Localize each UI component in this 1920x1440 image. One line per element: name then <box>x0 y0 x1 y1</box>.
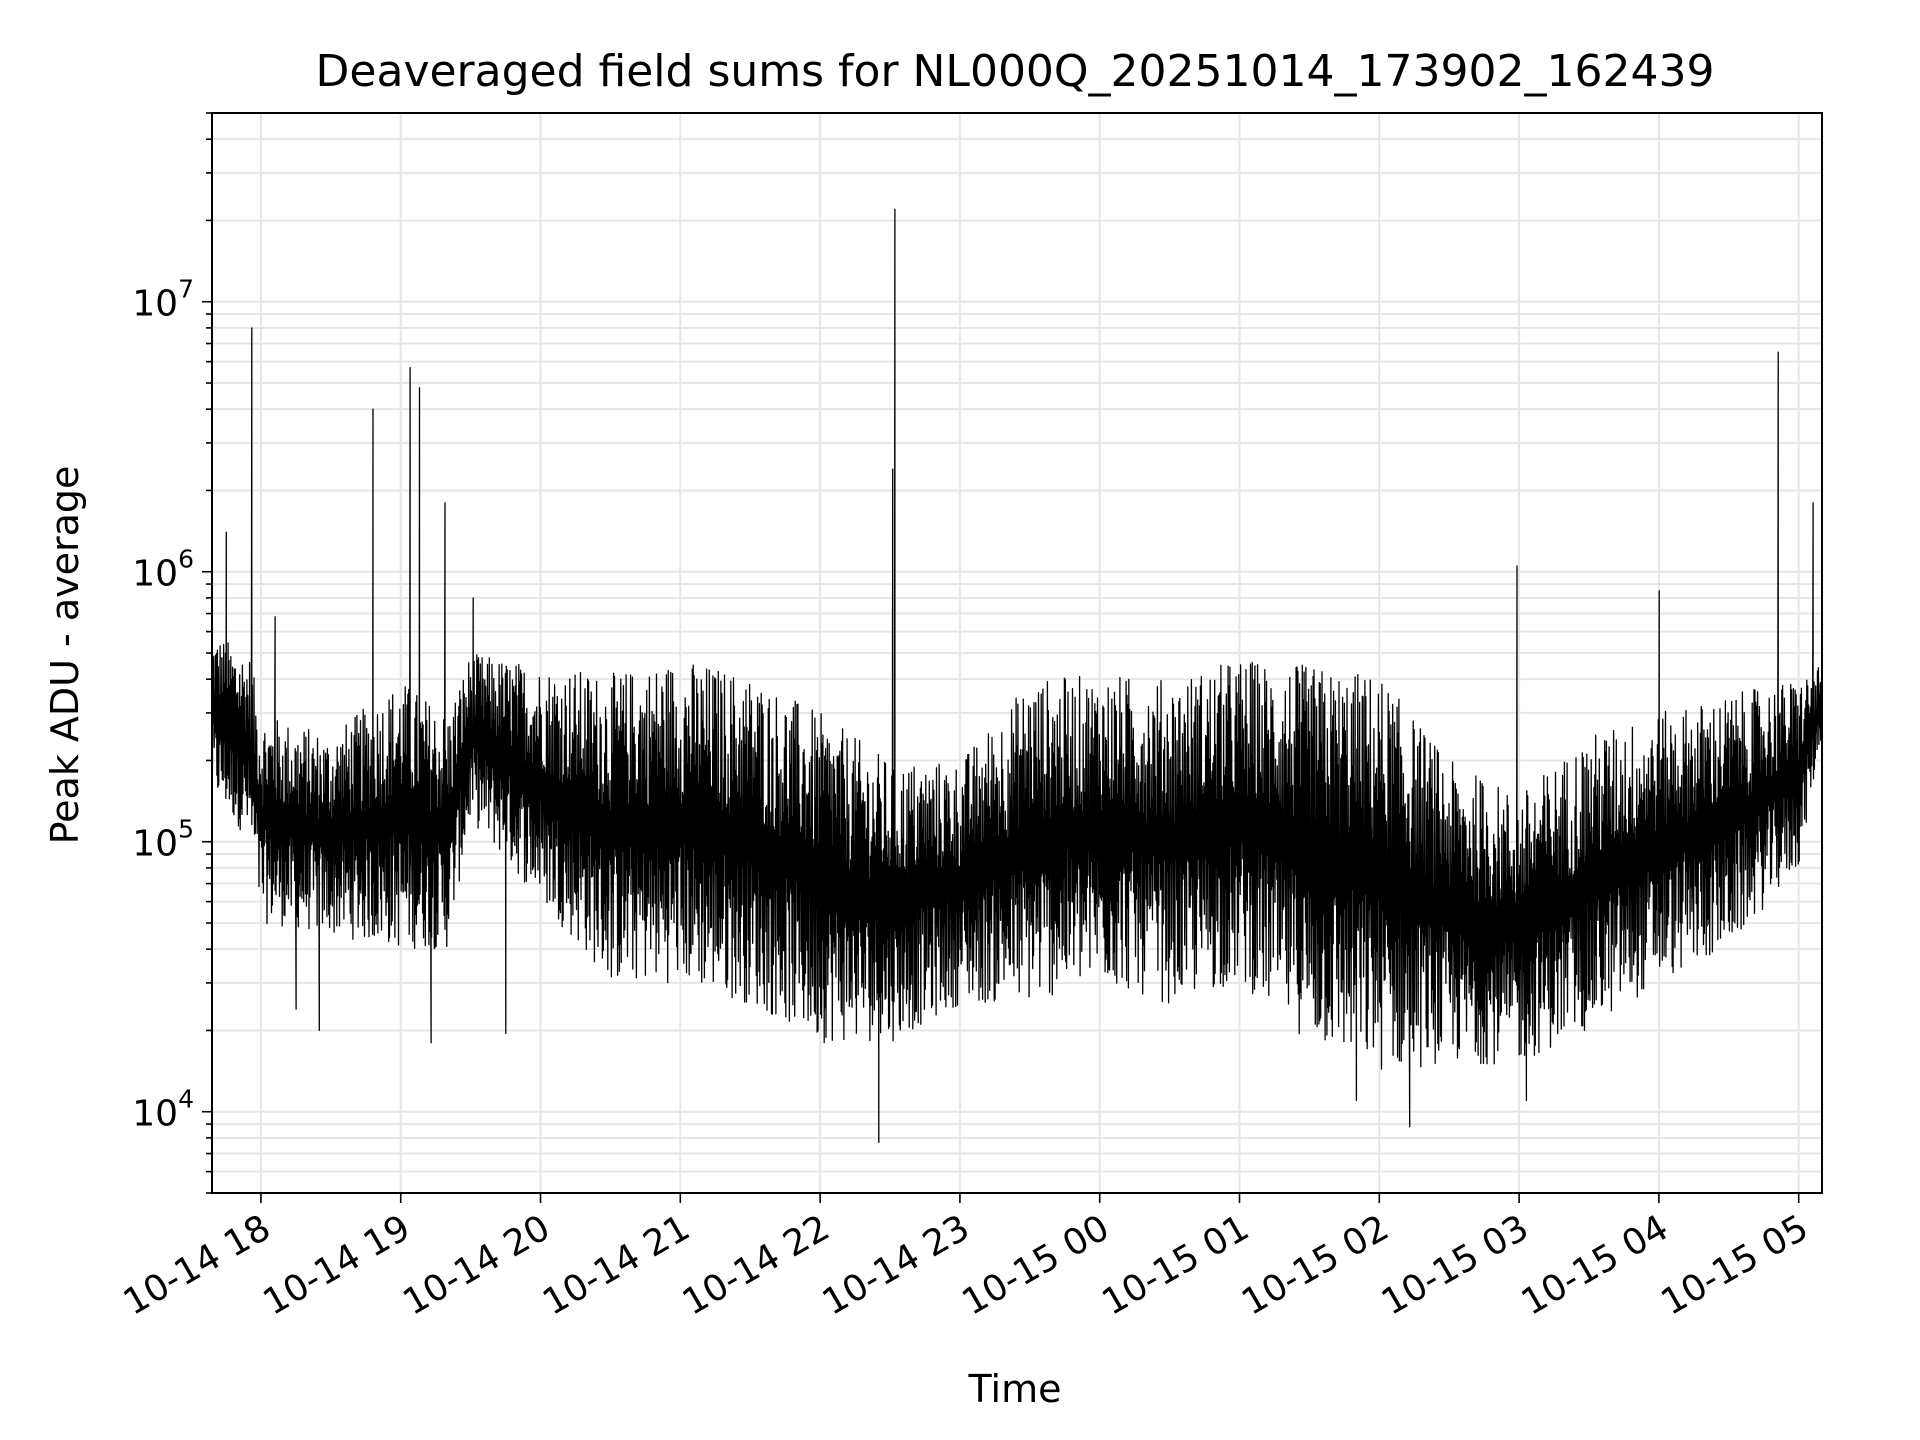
y-tick-label: 106 <box>132 545 194 595</box>
x-tick-label: 10-15 00 <box>956 1207 1117 1323</box>
grid <box>212 112 1822 1194</box>
x-tick-label: 10-15 03 <box>1375 1207 1536 1323</box>
y-axis-label: Peak ADU - average <box>43 466 87 845</box>
x-tick-label: 10-15 04 <box>1515 1207 1676 1323</box>
chart-title: Deaveraged field sums for NL000Q_2025101… <box>316 46 1715 97</box>
y-axis: 104 105 106 107 <box>132 112 212 1194</box>
x-tick-label: 10-15 05 <box>1655 1207 1816 1323</box>
x-tick-label: 10-14 23 <box>816 1207 977 1323</box>
series-line <box>212 208 1822 1144</box>
series-path <box>212 208 1822 1144</box>
x-tick-label: 10-14 18 <box>117 1207 278 1323</box>
y-tick-label: 105 <box>132 815 194 865</box>
x-tick-label: 10-14 20 <box>396 1207 557 1323</box>
x-tick-label: 10-15 01 <box>1095 1207 1256 1323</box>
x-tick-label: 10-14 21 <box>536 1207 697 1323</box>
x-tick-label: 10-14 22 <box>676 1207 837 1323</box>
x-axis-label: Time <box>968 1367 1062 1411</box>
x-tick-label: 10-14 19 <box>257 1207 418 1323</box>
y-tick-label: 104 <box>132 1085 194 1135</box>
y-tick-label: 107 <box>132 275 194 325</box>
x-tick-label: 10-15 02 <box>1235 1207 1396 1323</box>
